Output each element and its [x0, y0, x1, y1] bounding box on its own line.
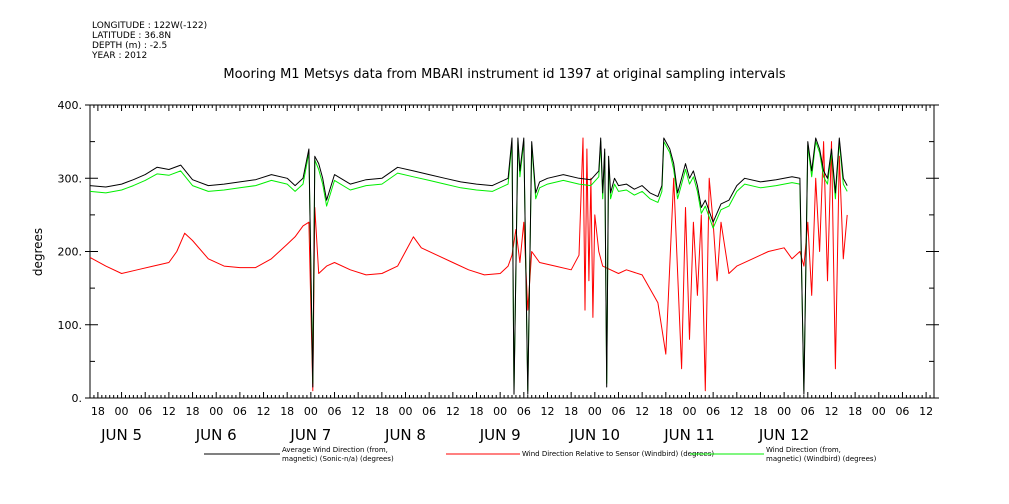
x-tick-label: 06 — [517, 405, 531, 418]
date-label: JUN 8 — [384, 426, 426, 444]
x-tick-label: 00 — [399, 405, 413, 418]
x-tick-label: 18 — [848, 405, 862, 418]
x-tick-label: 06 — [895, 405, 909, 418]
date-label: JUN 12 — [758, 426, 809, 444]
date-label: JUN 10 — [569, 426, 620, 444]
legend-label: Wind Direction (from, — [766, 446, 841, 454]
x-tick-label: 12 — [257, 405, 271, 418]
legend-label: Average Wind Direction (from, — [282, 446, 388, 454]
x-tick-label: 00 — [209, 405, 223, 418]
date-label: JUN 5 — [100, 426, 142, 444]
x-tick-label: 18 — [186, 405, 200, 418]
x-tick-label: 06 — [138, 405, 152, 418]
x-tick-label: 12 — [919, 405, 933, 418]
x-tick-label: 12 — [540, 405, 554, 418]
x-axis: 18 00 06 12 18 00 06 12 18 00 06 12 18 00 06 12 18 00 06 12… — [89, 105, 935, 444]
x-tick-label: 00 — [304, 405, 318, 418]
chart-title: Mooring M1 Metsys data from MBARI instru… — [223, 67, 786, 82]
series-line-2 — [89, 141, 848, 392]
y-tick-label: 400. — [58, 99, 83, 112]
legend-label: magnetic) (Sonic-n/a) (degrees) — [282, 455, 394, 463]
x-tick-label: 12 — [824, 405, 838, 418]
x-tick-label: 00 — [777, 405, 791, 418]
x-tick-label: 18 — [375, 405, 389, 418]
x-tick-label: 18 — [564, 405, 578, 418]
date-label: JUN 11 — [663, 426, 714, 444]
legend: Average Wind Direction (from,magnetic) (… — [204, 446, 877, 463]
y-tick-label: 300. — [58, 172, 83, 185]
x-tick-label: 00 — [682, 405, 696, 418]
series-line-1 — [89, 137, 848, 392]
x-tick-label: 18 — [280, 405, 294, 418]
y-axis-label: degrees — [31, 228, 45, 276]
latitude-label: LATITUDE : 36.8N — [92, 31, 172, 41]
series-layer — [89, 137, 848, 395]
date-label: JUN 7 — [289, 426, 331, 444]
x-tick-label: 06 — [233, 405, 247, 418]
y-axis: 0. 100. 200. 300. 400. — [58, 99, 939, 405]
date-label: JUN 9 — [479, 426, 521, 444]
y-tick-label: 0. — [72, 392, 83, 405]
x-tick-label: 06 — [328, 405, 342, 418]
x-tick-label: 12 — [351, 405, 365, 418]
legend-label: Wind Direction Relative to Sensor (Windb… — [522, 450, 714, 458]
x-tick-label: 12 — [635, 405, 649, 418]
legend-label: magnetic) (Windbird) (degrees) — [766, 455, 877, 463]
x-tick-label: 12 — [730, 405, 744, 418]
x-tick-label: 00 — [115, 405, 129, 418]
x-tick-label: 18 — [659, 405, 673, 418]
year-label: YEAR : 2012 — [92, 51, 148, 61]
date-label: JUN 6 — [195, 426, 237, 444]
series-line-0 — [89, 137, 848, 395]
x-tick-label: 18 — [753, 405, 767, 418]
y-tick-label: 200. — [58, 246, 83, 259]
x-tick-label: 12 — [446, 405, 460, 418]
x-tick-label: 18 — [91, 405, 105, 418]
x-tick-label: 00 — [872, 405, 886, 418]
x-tick-label: 18 — [470, 405, 484, 418]
x-tick-label: 12 — [162, 405, 176, 418]
x-tick-label: 06 — [706, 405, 720, 418]
depth-label: DEPTH (m) : -2.5 — [92, 41, 168, 51]
x-tick-label: 00 — [493, 405, 507, 418]
x-tick-label: 06 — [422, 405, 436, 418]
x-tick-label: 00 — [588, 405, 602, 418]
y-tick-label: 100. — [58, 319, 83, 332]
longitude-label: LONGITUDE : 122W(-122) — [92, 21, 208, 31]
x-tick-label: 06 — [801, 405, 815, 418]
x-tick-label: 06 — [611, 405, 625, 418]
metadata-block: LONGITUDE : 122W(-122) LATITUDE : 36.8N … — [92, 21, 207, 61]
